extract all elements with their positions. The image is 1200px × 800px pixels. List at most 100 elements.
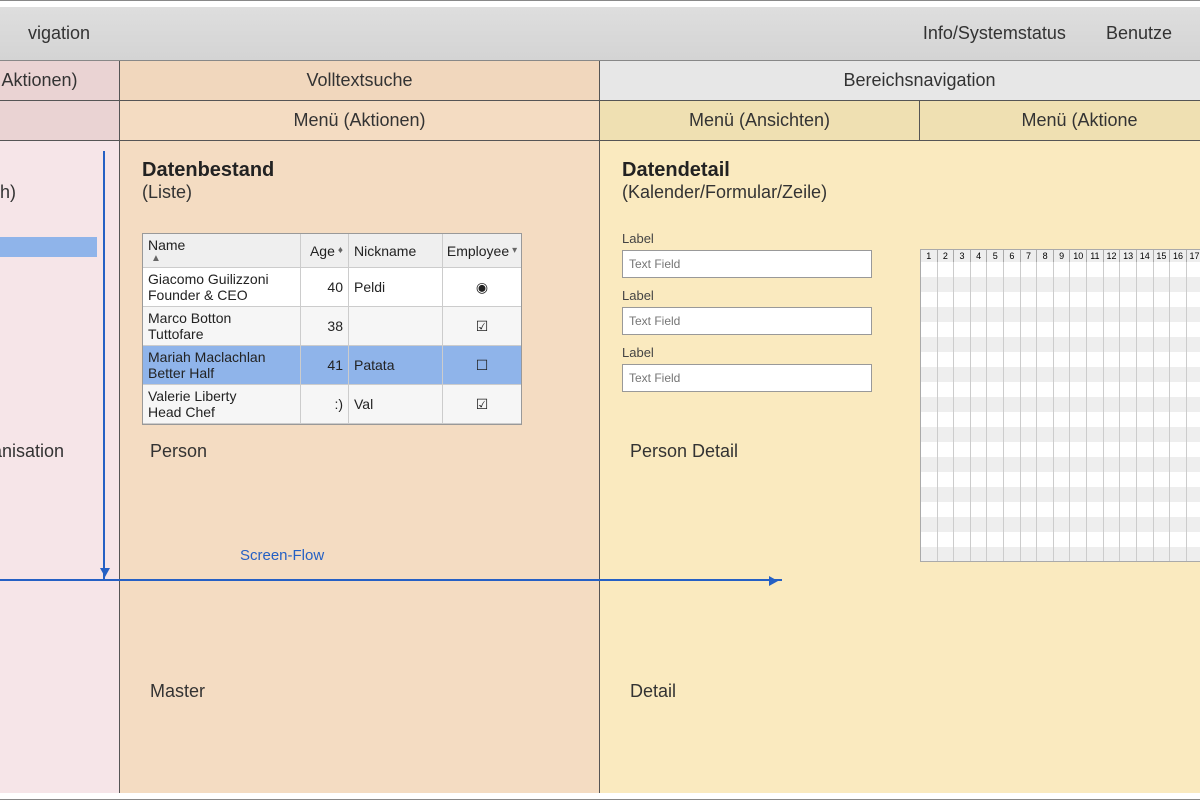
col1-subtitle: sch) [0,182,97,203]
calendar-col[interactable] [1104,262,1121,561]
calendar-col[interactable] [1054,262,1071,561]
user-label[interactable]: Benutze [1106,23,1172,44]
table-cell: :) [301,385,349,423]
col2-header-a[interactable]: Volltextsuche [120,61,599,101]
col-tree: Aktionen) l sch) 2 2 2 ganisation [0,61,120,793]
calendar-col[interactable] [971,262,988,561]
col2-subtitle: (Liste) [142,182,577,203]
table-cell: ☑ [443,385,521,423]
calendar-day-header[interactable]: 7 [1020,249,1037,262]
col2-bottom-label: Master [150,681,205,702]
calendar-day-header[interactable]: 3 [953,249,970,262]
col3-bottom-label: Detail [630,681,676,702]
tree[interactable]: 2 2 2 [0,237,97,297]
table-cell: 40 [301,268,349,306]
calendar-day-header[interactable]: 5 [986,249,1003,262]
info-status-label[interactable]: Info/Systemstatus [923,23,1066,44]
table-row[interactable]: Giacomo GuilizzoniFounder & CEO40Peldi◉ [143,268,521,307]
calendar-col[interactable] [1037,262,1054,561]
col3-header-a[interactable]: Bereichsnavigation [600,61,1200,101]
col-list: Volltextsuche Menü (Aktionen) Datenbesta… [120,61,600,793]
calendar-col[interactable] [1070,262,1087,561]
calendar-col[interactable] [987,262,1004,561]
col1-mid-label: ganisation [0,441,64,462]
calendar-day-header[interactable]: 14 [1136,249,1153,262]
table-cell: 41 [301,346,349,384]
calendar-col[interactable] [1120,262,1137,561]
col2-header-b[interactable]: Menü (Aktionen) [120,101,599,141]
col-detail: Bereichsnavigation Menü (Ansichten) Menü… [600,61,1200,793]
col1-header-blank [0,101,119,141]
col3-title: Datendetail [622,159,1200,182]
calendar-col[interactable] [1004,262,1021,561]
calendar-day-header[interactable]: 9 [1053,249,1070,262]
nav-label[interactable]: vigation [28,23,90,44]
text-field[interactable] [622,307,872,335]
col2-body: Datenbestand (Liste) Name ▲Age ♦Nickname… [120,141,599,793]
col3-header-b1[interactable]: Menü (Ansichten) [600,101,920,141]
columns: Aktionen) l sch) 2 2 2 ganisation Vollte… [0,61,1200,793]
data-table[interactable]: Name ▲Age ♦NicknameEmployee ▾Giacomo Gui… [142,233,522,425]
col2-title: Datenbestand [142,159,577,182]
flow-arrow-down-icon [103,151,105,581]
col1-header[interactable]: Aktionen) [0,61,119,101]
tree-item[interactable]: 2 [0,257,97,277]
calendar-col[interactable] [1187,262,1200,561]
text-field[interactable] [622,250,872,278]
table-header[interactable]: Name ▲ [143,234,301,267]
calendar-col[interactable] [954,262,971,561]
calendar-day-header[interactable]: 6 [1003,249,1020,262]
flow-arrow-right-icon [0,579,782,581]
calendar-col[interactable] [1087,262,1104,561]
col3-body: Datendetail (Kalender/Formular/Zeile) La… [600,141,1200,793]
calendar-day-header[interactable]: 2 [937,249,954,262]
col2-mid-label: Person [150,441,207,462]
calendar-day-header[interactable]: 12 [1103,249,1120,262]
table-cell: ☐ [443,346,521,384]
col1-title: l [0,159,97,182]
calendar-day-header[interactable]: 4 [970,249,987,262]
col3-mid-label: Person Detail [630,441,738,462]
table-cell: 38 [301,307,349,345]
col3-subtitle: (Kalender/Formular/Zeile) [622,182,1200,203]
calendar-day-header[interactable]: 17 [1186,249,1200,262]
table-cell: Valerie LibertyHead Chef [143,385,301,423]
calendar-day-header[interactable]: 1 [920,249,937,262]
table-row[interactable]: Marco BottonTuttofare38 ☑ [143,307,521,346]
calendar-grid[interactable]: 123456789101112131415161718 [920,249,1200,562]
tree-item[interactable]: 2 [0,277,97,297]
calendar-col[interactable] [1137,262,1154,561]
col1-body: l sch) 2 2 2 ganisation [0,141,119,793]
calendar-col[interactable] [1154,262,1171,561]
field-label: Label [622,231,1200,246]
table-cell [349,307,443,345]
table-cell: ☑ [443,307,521,345]
top-bar: vigation Info/Systemstatus Benutze [0,7,1200,61]
calendar-col[interactable] [921,262,938,561]
table-header[interactable]: Nickname [349,234,443,267]
calendar-col[interactable] [1170,262,1187,561]
text-field[interactable] [622,364,872,392]
table-row[interactable]: Mariah MaclachlanBetter Half41Patata☐ [143,346,521,385]
table-header[interactable]: Employee ▾ [443,234,521,267]
calendar-day-header[interactable]: 13 [1119,249,1136,262]
table-row[interactable]: Valerie LibertyHead Chef:)Val☑ [143,385,521,424]
window-frame: vigation Info/Systemstatus Benutze Aktio… [0,0,1200,800]
table-cell: Patata [349,346,443,384]
table-cell: Peldi [349,268,443,306]
table-header[interactable]: Age ♦ [301,234,349,267]
table-cell: Mariah MaclachlanBetter Half [143,346,301,384]
tree-item[interactable]: 2 [0,237,97,257]
calendar-day-header[interactable]: 10 [1069,249,1086,262]
calendar-col[interactable] [938,262,955,561]
table-cell: Val [349,385,443,423]
col3-header-b2[interactable]: Menü (Aktione [920,101,1200,141]
calendar-day-header[interactable]: 16 [1169,249,1186,262]
screen-flow-label: Screen-Flow [240,547,324,564]
calendar-day-header[interactable]: 8 [1036,249,1053,262]
calendar-col[interactable] [1021,262,1038,561]
calendar-day-header[interactable]: 15 [1153,249,1170,262]
table-cell: Giacomo GuilizzoniFounder & CEO [143,268,301,306]
table-cell: Marco BottonTuttofare [143,307,301,345]
calendar-day-header[interactable]: 11 [1086,249,1103,262]
